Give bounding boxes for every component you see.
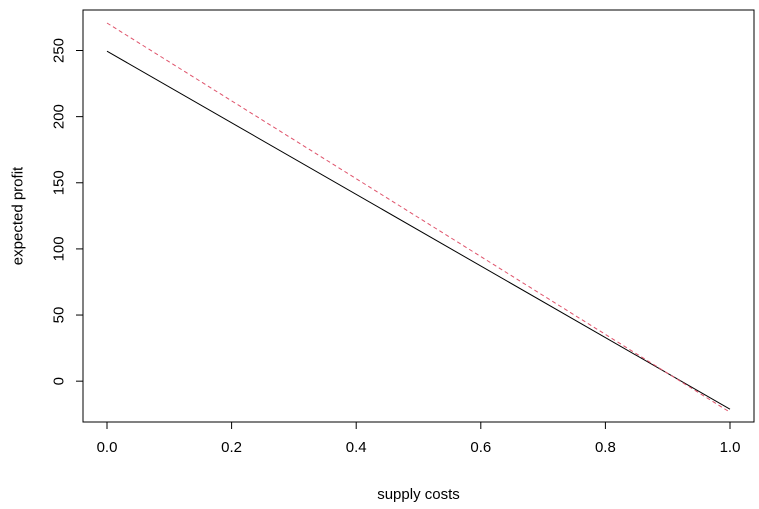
x-tick-label: 0.6 (470, 439, 491, 456)
y-axis: 0 50 100 150 200 250 (51, 38, 84, 385)
x-tick-label: 0.0 (97, 439, 118, 456)
y-tick-label: 150 (51, 170, 68, 195)
y-tick-label: 0 (51, 377, 68, 385)
plot-frame (82, 9, 755, 423)
y-tick-label: 200 (51, 104, 68, 129)
x-tick-label: 1.0 (720, 439, 741, 456)
series-line-solid (106, 50, 731, 410)
y-axis-label: expected profit (10, 166, 27, 265)
x-axis: 0.0 0.2 0.4 0.6 0.8 1.0 (97, 421, 741, 456)
x-tick-label: 0.2 (221, 439, 242, 456)
series-layer (106, 22, 731, 413)
x-axis-label: supply costs (377, 486, 460, 503)
y-tick-label: 250 (51, 38, 68, 63)
y-tick-label: 50 (51, 307, 68, 324)
y-tick-label: 100 (51, 236, 68, 261)
series-line-dashed (106, 22, 731, 413)
x-tick-label: 0.8 (595, 439, 616, 456)
x-tick-label: 0.4 (346, 439, 367, 456)
